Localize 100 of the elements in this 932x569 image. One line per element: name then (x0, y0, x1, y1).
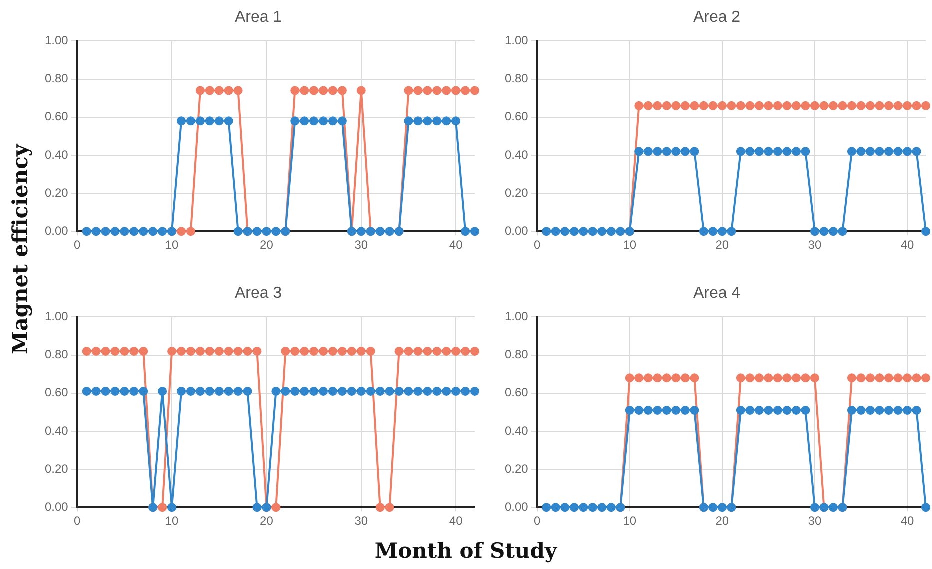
point (680, 406, 690, 415)
x-tick-label: 30 (808, 514, 822, 528)
point (746, 406, 755, 415)
point (328, 116, 338, 126)
point (792, 101, 801, 110)
point (902, 374, 912, 383)
point (801, 101, 810, 110)
y-tick-label: 0.20 (504, 186, 529, 200)
point (718, 503, 727, 512)
y-tick-label: 0.00 (44, 224, 69, 238)
y-tick-label: 0.00 (44, 500, 69, 514)
point (792, 147, 801, 156)
point (205, 116, 214, 126)
point (470, 386, 480, 396)
point (782, 101, 792, 110)
point (810, 101, 820, 110)
y-tick-label: 0.00 (504, 224, 529, 238)
point (690, 406, 700, 415)
point (214, 346, 224, 356)
point (356, 86, 366, 96)
point (579, 227, 588, 236)
x-tick-label: 10 (165, 238, 180, 252)
point (902, 406, 912, 415)
point (168, 503, 177, 512)
point (736, 406, 746, 415)
point (356, 346, 366, 356)
point (356, 227, 366, 236)
point (634, 147, 644, 156)
point (328, 86, 338, 96)
point (912, 374, 922, 383)
point (196, 86, 205, 96)
point (130, 386, 139, 396)
point (699, 227, 708, 236)
y-tick-label: 0.60 (504, 386, 529, 400)
point (414, 116, 423, 126)
point (290, 116, 300, 126)
point (243, 386, 252, 396)
point (139, 346, 148, 356)
point (414, 86, 423, 96)
point (224, 346, 234, 356)
point (452, 386, 461, 396)
x-tick-label: 0 (74, 238, 82, 252)
x-tick-label: 30 (354, 514, 368, 528)
point (158, 386, 168, 396)
point (328, 346, 338, 356)
point (290, 386, 300, 396)
point (653, 406, 662, 415)
point (922, 374, 930, 383)
point (902, 147, 912, 156)
point (442, 116, 452, 126)
point (338, 86, 347, 96)
point (243, 346, 252, 356)
y-tick-label: 0.60 (44, 110, 69, 124)
point (542, 227, 552, 236)
point (866, 147, 875, 156)
point (120, 227, 130, 236)
point (328, 386, 338, 396)
point (828, 101, 838, 110)
point (727, 101, 736, 110)
point (653, 374, 662, 383)
point (579, 503, 588, 512)
point (461, 346, 470, 356)
point (570, 227, 579, 236)
point (92, 227, 101, 236)
y-tick-label: 0.20 (44, 186, 69, 200)
point (856, 101, 866, 110)
x-tick-label: 0 (534, 238, 542, 252)
point (120, 386, 130, 396)
point (625, 406, 634, 415)
point (838, 227, 848, 236)
y-tick-label: 0.60 (44, 386, 69, 400)
point (92, 346, 101, 356)
point (746, 147, 755, 156)
point (461, 227, 470, 236)
point (186, 116, 196, 126)
point (376, 503, 385, 512)
point (894, 374, 903, 383)
x-tick-label: 40 (449, 514, 464, 528)
point (662, 406, 672, 415)
y-tick-label: 0.20 (44, 462, 69, 476)
point (828, 503, 838, 512)
x-tick-label: 40 (449, 238, 464, 252)
point (300, 346, 310, 356)
point (101, 227, 110, 236)
point (736, 147, 746, 156)
point (838, 101, 848, 110)
point (338, 386, 347, 396)
point (884, 374, 894, 383)
point (404, 116, 414, 126)
point (186, 386, 196, 396)
point (442, 346, 452, 356)
point (718, 227, 727, 236)
point (754, 101, 764, 110)
point (404, 86, 414, 96)
point (606, 503, 616, 512)
point (782, 147, 792, 156)
point (394, 386, 404, 396)
point (792, 406, 801, 415)
point (847, 406, 856, 415)
point (300, 386, 310, 396)
